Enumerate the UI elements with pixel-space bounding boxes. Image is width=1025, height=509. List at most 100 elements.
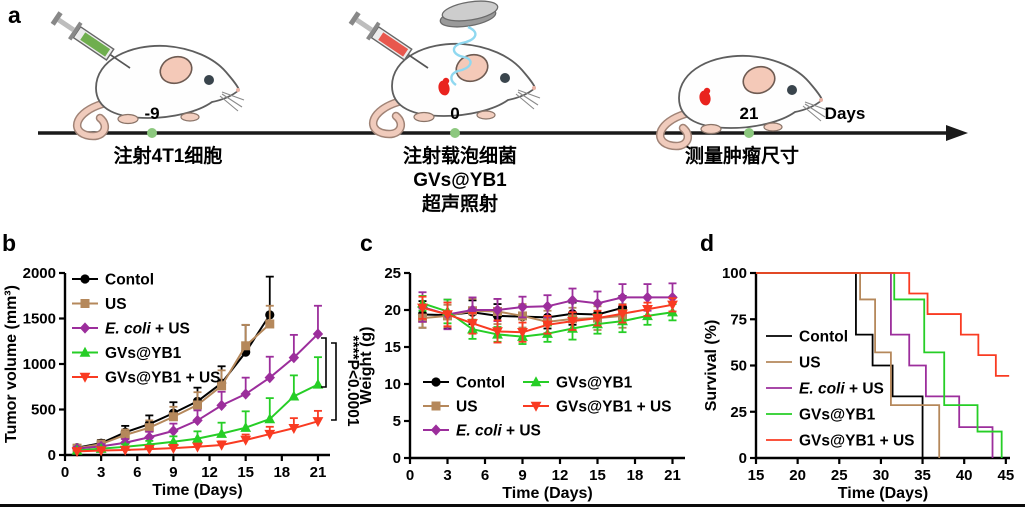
y-tick-label: 25 — [384, 265, 401, 282]
ultrasound-transducer-icon — [439, 0, 499, 28]
figure-bottom-rule — [0, 504, 1025, 507]
chart-canvas-c: 0 5 10 15 20 25 0 3 6 9 12 15 18 21 Time (Days) Weight … — [358, 265, 685, 502]
x-tick-label: 9 — [169, 464, 177, 481]
event-caption-inject-bacteria-line1: 注射载泡细菌 — [403, 144, 517, 167]
x-tick-label: 3 — [97, 464, 105, 481]
x-tick-label: 6 — [481, 467, 489, 484]
survival-curve-contol — [756, 272, 924, 458]
panel-label-b: b — [2, 230, 17, 256]
timeline-axis-label: Days — [825, 104, 866, 123]
legend-label: GVs@YB1 — [799, 407, 876, 424]
ultrasound-waves-icon — [450, 25, 477, 86]
legend-item: US — [766, 355, 821, 372]
y-tick-label: 100 — [722, 265, 747, 282]
legend-label: E. coli + US — [456, 423, 541, 440]
timeline-dot-day-minus9 — [147, 128, 157, 138]
legend-item: US — [423, 399, 478, 416]
x-tick-label: 15 — [589, 467, 606, 484]
series-gvs-yb1-us — [71, 409, 324, 458]
survival-curve-gvs-yb1 — [756, 272, 1003, 458]
event-caption-inject-bacteria-line3: 超声照射 — [421, 192, 498, 215]
legend-label: GVs@YB1 + US — [556, 399, 671, 416]
x-tick-label: 21 — [664, 467, 681, 484]
y-tick-label: 50 — [730, 358, 747, 375]
legend-item: GVs@YB1 — [72, 345, 182, 362]
x-tick-label: 45 — [997, 467, 1014, 484]
legend-label: GVs@YB1 — [105, 345, 182, 362]
stat-annotation: ****P<0.0001 — [344, 336, 361, 427]
timeline-arrowhead-icon — [946, 125, 968, 141]
y-tick-label: 25 — [730, 404, 747, 421]
legend-label: US — [105, 296, 127, 313]
survival-chart: 0 25 50 75 100 15 20 25 30 35 40 45 Time (Days) Survi… — [700, 230, 1025, 509]
x-tick-label: 20 — [789, 467, 806, 484]
y-tick-label: 1000 — [23, 356, 56, 373]
y-axis-title: Weight (g) — [358, 327, 375, 405]
series-gvs-yb1-us — [417, 295, 678, 344]
y-tick-label: 500 — [31, 402, 56, 419]
x-axis-title: Time (Days) — [838, 485, 928, 502]
timeline-tick-minus9: -9 — [144, 104, 159, 123]
y-tick-label: 0 — [393, 450, 401, 467]
y-tick-label: 15 — [384, 339, 401, 356]
y-tick-label: 0 — [739, 450, 747, 467]
tumor-mark-mouse2 — [438, 77, 450, 96]
legend-label: GVs@YB1 — [556, 375, 633, 392]
panel-label-c: c — [360, 230, 373, 256]
legend-item: GVs@YB1 + US — [766, 433, 914, 450]
y-tick-label: 20 — [384, 302, 401, 319]
tumor-volume-chart: 0 500 1000 1500 2000 0 3 6 9 12 15 18 21 Time (Days) T… — [0, 230, 362, 509]
legend-item: GVs@YB1 — [523, 375, 633, 392]
y-tick-label: 5 — [393, 413, 401, 430]
x-tick-label: 15 — [237, 464, 254, 481]
x-tick-label: 21 — [310, 464, 327, 481]
timeline-dot-day21 — [744, 128, 754, 138]
mouse-illustration-1 — [77, 46, 244, 136]
event-caption-measure-tumor: 测量肿瘤尺寸 — [685, 144, 799, 167]
legend-item: E. coli + US — [72, 321, 190, 338]
y-axis-title: Survival (%) — [703, 320, 720, 412]
y-axis-title: Tumor volume (mm³) — [3, 285, 20, 443]
x-tick-label: 12 — [201, 464, 218, 481]
legend-label: E. coli + US — [105, 321, 190, 338]
tumor-mark-mouse3 — [699, 87, 711, 106]
x-axis-title: Time (Days) — [502, 485, 592, 502]
y-tick-label: 10 — [384, 376, 401, 393]
legend-label: GVs@YB1 + US — [105, 370, 220, 387]
legend-item: Contol — [423, 375, 505, 392]
y-tick-label: 0 — [48, 447, 56, 464]
x-tick-label: 15 — [748, 467, 765, 484]
event-caption-inject-4t1: 注射4T1细胞 — [114, 144, 223, 167]
panel-label-a: a — [8, 2, 21, 28]
x-tick-label: 30 — [873, 467, 890, 484]
x-tick-label: 0 — [406, 467, 414, 484]
timeline-tick-21: 21 — [740, 104, 759, 123]
legend-item: E. coli + US — [766, 381, 884, 398]
legend-label: Contol — [456, 375, 505, 392]
x-tick-label: 18 — [627, 467, 644, 484]
legend-item: Contol — [72, 272, 154, 289]
x-tick-label: 18 — [273, 464, 290, 481]
event-caption-inject-bacteria-line2: GVs@YB1 — [413, 170, 507, 191]
x-tick-label: 9 — [518, 467, 526, 484]
x-tick-label: 3 — [443, 467, 451, 484]
x-tick-label: 6 — [133, 464, 141, 481]
legend-item: Contol — [766, 329, 848, 346]
legend-item: GVs@YB1 + US — [72, 370, 220, 387]
legend-item: GVs@YB1 + US — [523, 399, 671, 416]
x-tick-label: 0 — [61, 464, 69, 481]
survival-curve-gvs-yb1-us — [756, 272, 1010, 377]
y-tick-label: 1500 — [23, 311, 56, 328]
y-tick-label: 75 — [730, 311, 747, 328]
legend-label: E. coli + US — [799, 381, 884, 398]
legend-label: US — [799, 355, 821, 372]
legend-label: Contol — [105, 272, 154, 289]
survival-curve-e-coli-us — [756, 272, 994, 458]
legend-label: Contol — [799, 329, 848, 346]
legend-label: US — [456, 399, 478, 416]
y-tick-label: 2000 — [23, 265, 56, 282]
x-tick-label: 40 — [956, 467, 973, 484]
chart-canvas-d: 0 25 50 75 100 15 20 25 30 35 40 45 Time (Days) Survi… — [703, 265, 1014, 502]
x-tick-label: 25 — [831, 467, 848, 484]
